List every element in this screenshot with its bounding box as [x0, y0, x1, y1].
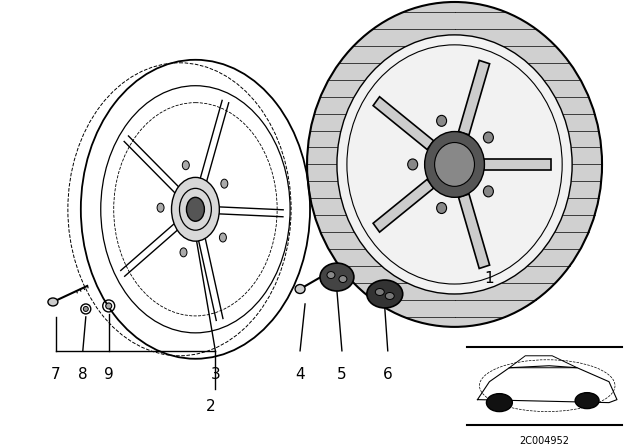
Text: 8: 8: [78, 367, 88, 382]
Ellipse shape: [483, 132, 493, 143]
Ellipse shape: [83, 306, 88, 311]
Polygon shape: [373, 97, 433, 150]
Polygon shape: [373, 179, 433, 232]
Text: 3: 3: [211, 367, 220, 382]
Ellipse shape: [320, 263, 354, 291]
Ellipse shape: [575, 392, 599, 409]
Ellipse shape: [436, 115, 447, 126]
Ellipse shape: [157, 203, 164, 212]
Text: 9: 9: [104, 367, 113, 382]
Text: 7: 7: [51, 367, 61, 382]
Text: 6: 6: [383, 367, 393, 382]
Ellipse shape: [339, 276, 347, 283]
Ellipse shape: [367, 280, 403, 308]
Ellipse shape: [221, 179, 228, 188]
Ellipse shape: [425, 132, 484, 197]
Polygon shape: [484, 159, 551, 170]
Ellipse shape: [186, 197, 204, 221]
Ellipse shape: [106, 303, 112, 309]
Text: 5: 5: [337, 367, 347, 382]
Ellipse shape: [48, 298, 58, 306]
Ellipse shape: [385, 293, 394, 299]
Text: 1: 1: [484, 271, 494, 286]
Ellipse shape: [220, 233, 227, 242]
Text: 2C004952: 2C004952: [519, 435, 569, 445]
Ellipse shape: [486, 394, 513, 412]
Ellipse shape: [436, 202, 447, 214]
Ellipse shape: [435, 142, 474, 186]
Polygon shape: [459, 194, 490, 268]
Text: 2: 2: [205, 399, 215, 414]
Ellipse shape: [408, 159, 418, 170]
Text: 4: 4: [295, 367, 305, 382]
Ellipse shape: [375, 289, 384, 296]
Polygon shape: [459, 60, 490, 135]
Ellipse shape: [327, 271, 335, 279]
Ellipse shape: [172, 177, 220, 241]
Ellipse shape: [182, 161, 189, 170]
Ellipse shape: [483, 186, 493, 197]
Ellipse shape: [337, 35, 572, 294]
Ellipse shape: [307, 2, 602, 327]
Ellipse shape: [180, 248, 187, 257]
Ellipse shape: [295, 284, 305, 293]
